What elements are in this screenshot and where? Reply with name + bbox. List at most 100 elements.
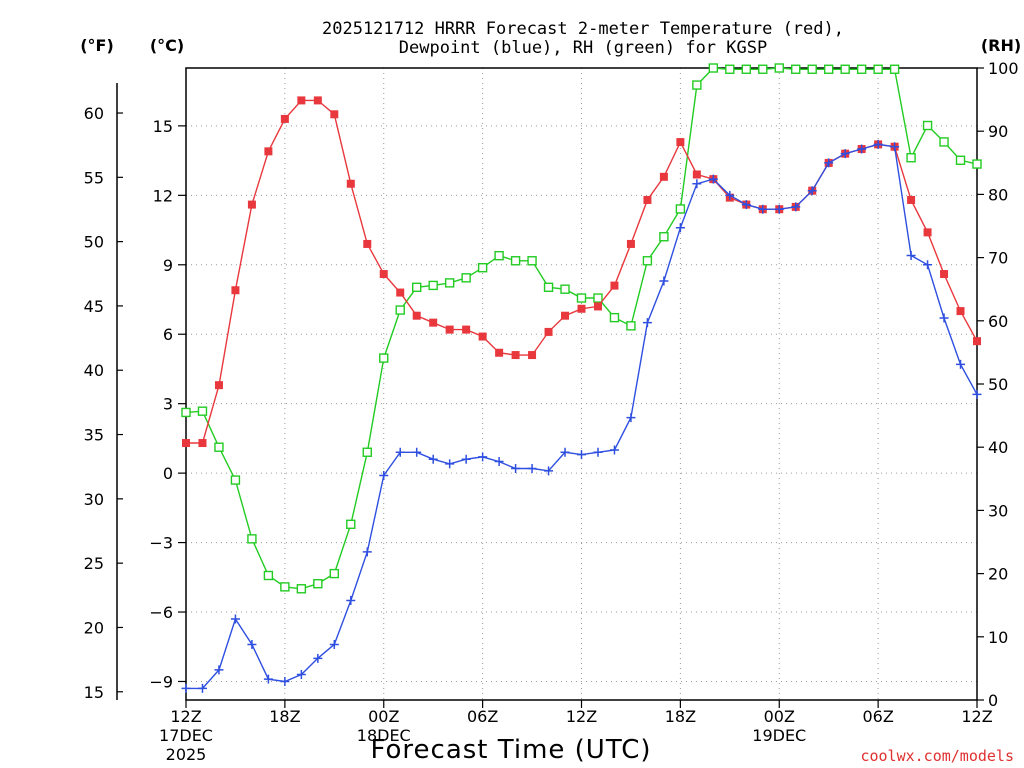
dewpoint-point (197, 683, 207, 693)
dewpoint-point (280, 676, 290, 686)
celsius-tick-label: −3 (149, 534, 173, 553)
rh-point (444, 278, 455, 288)
temperature-point (528, 351, 537, 360)
rh-series (181, 63, 982, 594)
temperature-point (561, 311, 570, 320)
x-tick-label: 12Z (170, 707, 201, 726)
x-axis-title: Forecast Time (UTC) (370, 735, 651, 765)
x-tick-label: 18Z (269, 707, 300, 726)
fahrenheit-tick-label: 55 (84, 168, 104, 187)
dewpoint-point (379, 470, 389, 480)
dewpoint-point (478, 452, 488, 462)
temperature-point (593, 302, 602, 311)
celsius-tick-label: 15 (153, 117, 173, 136)
temperature-point (280, 114, 289, 123)
temperature-point (346, 179, 355, 188)
source-credit: coolwx.com/models (860, 747, 1014, 765)
dewpoint-point (758, 204, 768, 214)
temperature-point (313, 96, 322, 105)
rh-point (214, 442, 224, 452)
rh-point (642, 256, 653, 266)
temperature-point (940, 270, 949, 279)
x-tick-date-label: 17DEC (159, 726, 213, 745)
rh-point (296, 584, 307, 594)
dewpoint-point (824, 158, 834, 168)
dewpoint-point (461, 454, 471, 464)
dewpoint-point (642, 318, 652, 328)
dewpoint-point (939, 313, 949, 323)
rh-point (181, 407, 191, 418)
temperature-point (182, 439, 190, 448)
dewpoint-point (494, 457, 504, 467)
dewpoint-point (511, 463, 521, 473)
temperature-point (214, 381, 223, 390)
dewpoint-point (527, 463, 537, 473)
fahrenheit-tick-label: 15 (84, 683, 104, 702)
temperature-point (610, 281, 619, 290)
celsius-tick-label: 0 (163, 464, 173, 483)
dewpoint-point (873, 139, 883, 149)
fahrenheit-tick-label: 25 (84, 554, 104, 573)
rh-point (461, 273, 471, 283)
temperature-point (363, 239, 372, 248)
dewpoint-point (626, 413, 636, 423)
dewpoint-point (362, 547, 372, 557)
celsius-tick-label: 3 (163, 395, 173, 414)
celsius-tick-label: 6 (163, 325, 173, 344)
rh-point (329, 568, 340, 579)
rh-point (379, 353, 389, 363)
rh-point (889, 64, 900, 74)
rh-point (197, 406, 208, 416)
rh-point (675, 204, 686, 214)
dewpoint-point (741, 200, 751, 210)
dewpoint-point (675, 223, 685, 233)
x-tick-date-label: 19DEC (752, 726, 806, 745)
temperature-point (198, 439, 207, 448)
dewpoint-point (412, 447, 422, 457)
dewpoint-point (840, 149, 850, 159)
dewpoint-point (972, 389, 982, 399)
x-tick-label: 12Z (566, 707, 597, 726)
x-tick-label: 06Z (467, 707, 498, 726)
rh-point (725, 64, 735, 74)
rh-point (774, 63, 784, 73)
rh-point (510, 256, 521, 266)
x-tick-label: 12Z (961, 707, 992, 726)
rh-point (428, 280, 438, 291)
dewpoint-point (560, 447, 570, 457)
dewpoint-point (857, 144, 867, 154)
rh-point (412, 282, 422, 293)
x-tick-year-label: 2025 (166, 745, 207, 764)
celsius-tick-label: 12 (153, 186, 173, 205)
temperature-point (445, 325, 454, 334)
x-tick-label: 00Z (368, 707, 399, 726)
rh-point (791, 64, 801, 74)
rh-point (708, 63, 719, 73)
rh-point (263, 570, 274, 581)
rh-tick-label: 40 (988, 438, 1008, 457)
rh-point (955, 155, 966, 165)
series-layer (181, 63, 982, 693)
temperature-point (396, 288, 405, 297)
rh-point (609, 312, 620, 323)
temperature-point (330, 110, 339, 119)
dewpoint-point (428, 454, 438, 464)
dewpoint-point (659, 276, 669, 286)
temperature-point (544, 327, 553, 336)
fahrenheit-unit-label: (°F) (80, 36, 114, 55)
rh-tick-label: 20 (988, 565, 1008, 584)
temperature-point (511, 351, 520, 360)
dewpoint-point (230, 614, 240, 624)
fahrenheit-tick-label: 60 (84, 104, 104, 123)
temperature-point (907, 195, 916, 204)
rh-point (494, 251, 504, 261)
rh-point (972, 159, 982, 169)
rh-tick-label: 100 (988, 59, 1019, 78)
temperature-point (462, 325, 471, 334)
rh-point (807, 64, 817, 74)
temperature-point (956, 307, 965, 316)
dewpoint-point (263, 674, 273, 684)
dewpoint-point (395, 447, 405, 457)
celsius-tick-label: −6 (149, 603, 173, 622)
dewpoint-point (807, 186, 817, 196)
